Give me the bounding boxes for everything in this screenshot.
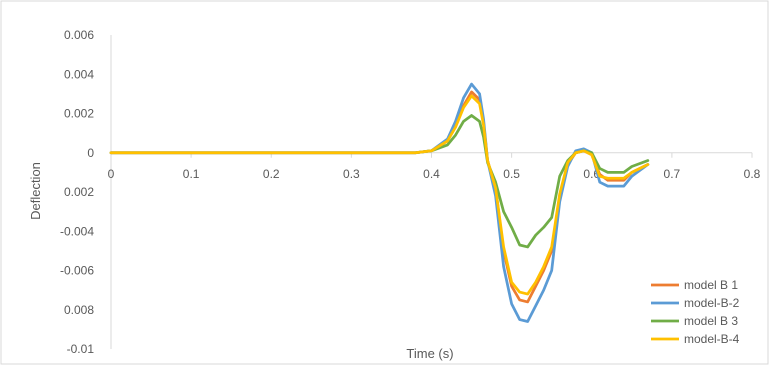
x-tick-label: 0.3 — [343, 167, 360, 181]
y-tick-label: 0.008 — [64, 303, 94, 317]
x-tick-label: 0.5 — [503, 167, 520, 181]
y-tick-label: -0.004 — [60, 224, 94, 238]
x-tick-label: 0.8 — [744, 167, 761, 181]
series-line-2 — [109, 82, 650, 323]
y-tick-label: -0.006 — [60, 264, 94, 278]
y-tick-label: 0.004 — [64, 67, 94, 81]
legend-label-4: model-B-4 — [684, 332, 740, 346]
series-line-4 — [109, 94, 650, 296]
x-tick-label: 0.7 — [664, 167, 681, 181]
y-tick-label: 0.006 — [64, 28, 94, 42]
x-tick-label: 0 — [108, 167, 115, 181]
series-line-3 — [109, 114, 650, 249]
x-axis-title: Time (s) — [406, 346, 453, 361]
y-axis-title: Deflection — [28, 162, 43, 220]
y-tick-label: 0.002 — [64, 185, 94, 199]
x-tick-label: 0.2 — [263, 167, 280, 181]
x-tick-label: 0.1 — [183, 167, 200, 181]
y-tick-label: -0.01 — [67, 342, 95, 356]
x-tick-label: 0.4 — [423, 167, 440, 181]
y-tick-label: 0 — [87, 146, 94, 160]
y-tick-label: 0.002 — [64, 107, 94, 121]
legend-label-2: model-B-2 — [684, 296, 740, 310]
legend-label-1: model B 1 — [684, 278, 738, 292]
legend-label-3: model B 3 — [684, 314, 738, 328]
